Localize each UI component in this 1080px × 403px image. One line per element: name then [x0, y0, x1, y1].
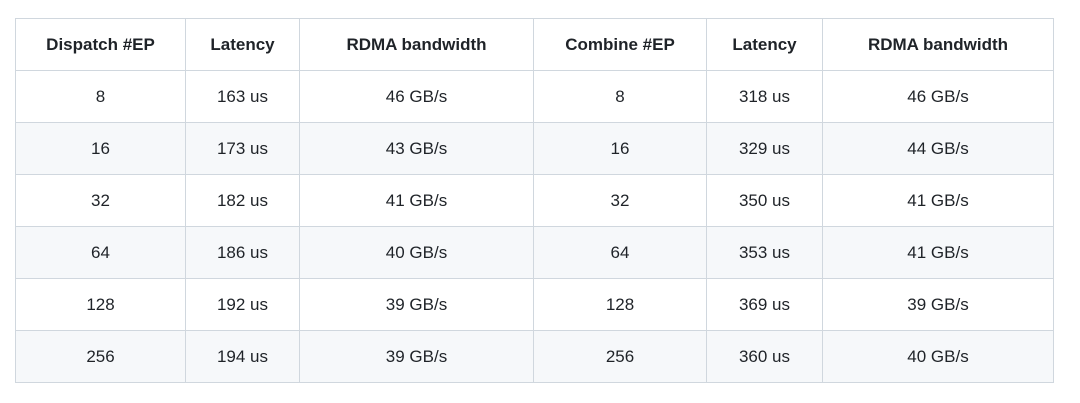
column-header: Latency	[706, 18, 823, 71]
table-cell: 163 us	[185, 70, 300, 123]
column-header: Dispatch #EP	[15, 18, 186, 71]
table-cell: 41 GB/s	[822, 226, 1054, 279]
table-cell: 39 GB/s	[299, 278, 534, 331]
table-cell: 40 GB/s	[822, 330, 1054, 383]
column-header: Combine #EP	[533, 18, 707, 71]
table-row: 8 163 us 46 GB/s 8 318 us 46 GB/s	[15, 70, 1054, 123]
table-cell: 194 us	[185, 330, 300, 383]
table-cell: 40 GB/s	[299, 226, 534, 279]
table-cell: 43 GB/s	[299, 122, 534, 175]
table-container: Dispatch #EP Latency RDMA bandwidth Combine…	[15, 18, 1054, 383]
table-cell: 16	[533, 122, 707, 175]
table-body: 8 163 us 46 GB/s 8 318 us 46 GB/s 16 173 us 43 G…	[15, 70, 1054, 383]
table-cell: 39 GB/s	[822, 278, 1054, 331]
table-cell: 192 us	[185, 278, 300, 331]
table-cell: 350 us	[706, 174, 823, 227]
table-cell: 64	[15, 226, 186, 279]
column-header: RDMA bandwidth	[299, 18, 534, 71]
table-cell: 64	[533, 226, 707, 279]
table-cell: 173 us	[185, 122, 300, 175]
table-cell: 353 us	[706, 226, 823, 279]
table-cell: 318 us	[706, 70, 823, 123]
table-cell: 128	[15, 278, 186, 331]
table-header-row-group: Dispatch #EP Latency RDMA bandwidth Combine…	[15, 18, 1054, 71]
table-cell: 256	[533, 330, 707, 383]
performance-table: Dispatch #EP Latency RDMA bandwidth Combine…	[15, 18, 1054, 383]
column-header: Latency	[185, 18, 300, 71]
table-cell: 41 GB/s	[822, 174, 1054, 227]
table-row: 64 186 us 40 GB/s 64 353 us 41 GB/s	[15, 226, 1054, 279]
table-cell: 32	[533, 174, 707, 227]
table-row: 256 194 us 39 GB/s 256 360 us 40 GB/s	[15, 330, 1054, 383]
table-cell: 360 us	[706, 330, 823, 383]
table-cell: 41 GB/s	[299, 174, 534, 227]
table-cell: 16	[15, 122, 186, 175]
table-cell: 39 GB/s	[299, 330, 534, 383]
table-cell: 369 us	[706, 278, 823, 331]
column-header: RDMA bandwidth	[822, 18, 1054, 71]
table-cell: 186 us	[185, 226, 300, 279]
table-cell: 182 us	[185, 174, 300, 227]
table-row: 16 173 us 43 GB/s 16 329 us 44 GB/s	[15, 122, 1054, 175]
table-cell: 256	[15, 330, 186, 383]
table-cell: 32	[15, 174, 186, 227]
table-cell: 46 GB/s	[299, 70, 534, 123]
table-cell: 46 GB/s	[822, 70, 1054, 123]
table-cell: 8	[533, 70, 707, 123]
header-row: Dispatch #EP Latency RDMA bandwidth Combine…	[15, 18, 1054, 71]
table-cell: 329 us	[706, 122, 823, 175]
table-cell: 44 GB/s	[822, 122, 1054, 175]
table-cell: 8	[15, 70, 186, 123]
table-cell: 128	[533, 278, 707, 331]
table-row: 32 182 us 41 GB/s 32 350 us 41 GB/s	[15, 174, 1054, 227]
table-row: 128 192 us 39 GB/s 128 369 us 39 GB/s	[15, 278, 1054, 331]
